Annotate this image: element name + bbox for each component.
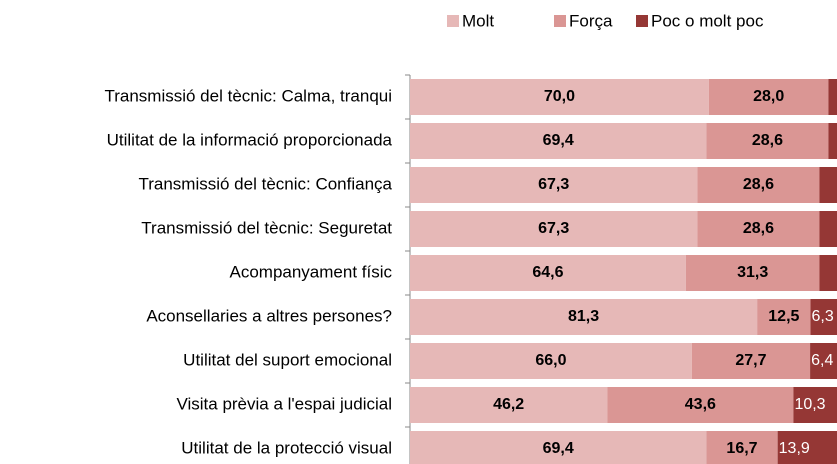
category-label: Transmissió del tècnic: Seguretat	[141, 218, 392, 237]
category-label: Utilitat del suport emocional	[183, 350, 392, 369]
bar-segment	[819, 211, 837, 247]
bar-segment	[697, 167, 820, 203]
legend-label: Poc o molt poc	[651, 11, 764, 30]
value-label: 6,3	[812, 308, 834, 325]
value-label: 28,0	[753, 88, 784, 105]
bar-segment	[819, 255, 837, 291]
value-label: 43,6	[685, 396, 716, 413]
value-label: 67,3	[538, 220, 569, 237]
bar-segment	[828, 79, 837, 115]
value-label: 13,9	[779, 440, 810, 457]
legend-swatch	[447, 15, 459, 27]
value-label: 27,7	[735, 352, 766, 369]
value-label: 31,3	[737, 264, 768, 281]
value-label: 6,4	[811, 352, 833, 369]
value-label: 69,4	[543, 132, 574, 149]
bar-segment	[706, 123, 829, 159]
bar-segment	[828, 123, 837, 159]
category-label: Transmissió del tècnic: Calma, tranqui	[104, 86, 392, 105]
bar-segment	[410, 387, 608, 423]
bar-segment	[410, 167, 698, 203]
bar-segment	[757, 299, 811, 335]
category-label: Acompanyament físic	[229, 262, 392, 281]
value-label: 12,5	[768, 308, 799, 325]
bar-segment	[410, 211, 698, 247]
value-label: 28,6	[743, 176, 774, 193]
category-label: Utilitat de la informació proporcionada	[107, 130, 393, 149]
bar-segment	[697, 211, 820, 247]
legend-swatch	[636, 15, 648, 27]
value-label: 67,3	[538, 176, 569, 193]
bar-segment	[410, 123, 707, 159]
value-label: 64,6	[532, 264, 563, 281]
legend-label: Força	[569, 11, 613, 30]
bar-segment	[691, 343, 811, 379]
bar-segment	[810, 343, 837, 379]
value-label: 46,2	[493, 396, 524, 413]
bar-segment	[777, 431, 837, 464]
value-label: 70,0	[544, 88, 575, 105]
category-label: Utilitat de la protecció visual	[181, 438, 392, 457]
legend-swatch	[554, 15, 566, 27]
bar-segment	[793, 387, 837, 423]
value-label: 69,4	[543, 440, 574, 457]
bar-segment	[410, 343, 692, 379]
category-label: Visita prèvia a l'espai judicial	[176, 394, 392, 413]
bar-segment	[819, 167, 837, 203]
bar-segment	[410, 431, 707, 464]
value-label: 28,6	[752, 132, 783, 149]
bar-segment	[410, 79, 709, 115]
bar-segment	[708, 79, 829, 115]
value-label: 16,7	[726, 440, 757, 457]
bar-segment	[410, 299, 758, 335]
value-label: 28,6	[743, 220, 774, 237]
bar-segment	[685, 255, 820, 291]
category-label: Aconsellaries a altres persones?	[146, 306, 392, 325]
value-label: 81,3	[568, 308, 599, 325]
bar-segment	[810, 299, 837, 335]
category-label: Transmissió del tècnic: Confiança	[138, 174, 392, 193]
value-label: 66,0	[535, 352, 566, 369]
legend-label: Molt	[462, 11, 494, 30]
bar-segment	[607, 387, 794, 423]
bar-segment	[706, 431, 778, 464]
bar-segment	[410, 255, 686, 291]
value-label: 10,3	[794, 396, 825, 413]
